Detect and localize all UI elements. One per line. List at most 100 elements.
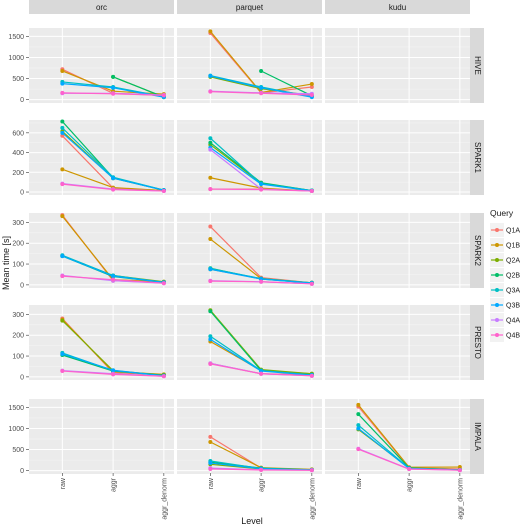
legend-label-Q3B: Q3B [506, 303, 520, 310]
row-strip-label-IMPALA: IMPALA [473, 422, 482, 451]
y-tick-label: 400 [12, 150, 24, 157]
row-strip-HIVE [470, 28, 484, 103]
data-point-Q4B [356, 447, 361, 452]
row-strip-label-SPARK2: SPARK2 [473, 235, 482, 267]
series-line-Q4B [113, 188, 164, 192]
data-point-Q4B [208, 466, 213, 471]
legend: Query Q1A Q1B Q2A Q2B Q3A Q3B Q4A Q4B [490, 208, 520, 342]
series-line-Q2B [357, 413, 410, 469]
series-line-Q3A [210, 335, 262, 372]
series-line-Q4B [261, 92, 312, 96]
data-point-Q3B [259, 85, 264, 90]
series-line-Q3B [260, 87, 312, 98]
data-point-Q4B [309, 373, 314, 378]
data-point-Q1A [60, 133, 65, 138]
data-point-Q3B [356, 426, 361, 431]
legend-label-Q1A: Q1A [506, 228, 520, 235]
series-line-Q3B [261, 370, 312, 376]
column-strip-orc [29, 0, 174, 14]
data-point-Q3B [111, 368, 116, 373]
series-line-Q4B [210, 363, 262, 375]
data-point-Q3B [259, 182, 264, 187]
series-line-Q3B [261, 278, 312, 284]
row-strip-SPARK2 [470, 213, 484, 288]
data-point-Q1B [356, 402, 361, 407]
column-strip-label-parquet: parquet [236, 3, 264, 12]
data-point-Q3A [60, 125, 65, 130]
data-point-Q4B [208, 187, 213, 192]
series-line-Q3B [112, 177, 164, 191]
data-point-Q4B [259, 371, 264, 376]
legend-key-point-Q1B [495, 243, 499, 247]
data-point-Q2B [208, 140, 213, 145]
legend-key-point-Q2B [495, 273, 499, 277]
data-point-Q4B [259, 467, 264, 472]
data-point-Q1B [60, 68, 65, 73]
data-point-Q4B [161, 374, 166, 379]
data-point-Q1B [60, 167, 65, 172]
y-tick-label: 1500 [8, 34, 24, 41]
series-line-Q3B [62, 353, 114, 371]
data-point-Q1B [208, 237, 213, 242]
series-line-Q3B [113, 275, 164, 283]
y-tick-label: 600 [12, 130, 24, 137]
data-point-Q4B [60, 274, 65, 279]
legend-label-Q2A: Q2A [506, 258, 520, 265]
data-point-Q2B [259, 68, 264, 73]
data-point-Q4B [111, 372, 116, 377]
legend-label-Q2B: Q2B [506, 273, 520, 280]
data-point-Q3B [60, 130, 65, 135]
series-line-Q1B [62, 70, 114, 92]
x-tick-label: aggr [259, 477, 266, 492]
data-point-Q1B [208, 175, 213, 180]
series-line-Q1B [209, 30, 262, 93]
data-point-Q4B [457, 468, 462, 473]
series-line-Q1B [210, 441, 262, 469]
column-strip-label-kudu: kudu [389, 3, 406, 12]
data-point-Q3B [208, 74, 213, 79]
series-line-Q4B [261, 373, 312, 377]
x-tick-label: aggr_denorm [161, 478, 168, 520]
data-point-Q4B [309, 468, 314, 473]
data-point-Q3B [208, 267, 213, 272]
series-line-Q3B [210, 75, 262, 89]
row-strip-SPARK1 [470, 120, 484, 195]
row-strip-label-HIVE: HIVE [473, 56, 482, 75]
x-tick-label: aggr_denorm [457, 478, 464, 520]
series-line-Q2A [61, 320, 114, 372]
legend-label-Q1B: Q1B [506, 243, 520, 250]
panel-IMPALA-parquet [177, 399, 322, 474]
data-point-Q4B [161, 189, 166, 194]
series-line-Q1B [261, 83, 312, 94]
data-point-Q2A [60, 318, 65, 323]
series-line-Q2B [112, 76, 165, 98]
panel-SPARK2-parquet [177, 213, 322, 288]
data-point-Q4B [111, 187, 116, 192]
x-tick-label: raw [60, 477, 67, 489]
data-point-Q3B [60, 81, 65, 86]
data-point-Q4B [309, 189, 314, 194]
legend-key-point-Q4B [495, 333, 499, 337]
data-point-Q4B [309, 92, 314, 97]
series-line-Q4B [210, 280, 262, 283]
facet-strips: orc parquet kudu HIVE SPARK1 SPARK2 PRESTO IMPA… [29, 0, 484, 474]
row-strip-label-PRESTO: PRESTO [473, 326, 482, 359]
x-tick-label: aggr [407, 477, 414, 492]
x-tick-label: raw [208, 477, 215, 489]
series-line-Q3B [62, 255, 114, 277]
y-tick-label: 0 [20, 374, 24, 381]
legend-title: Query [490, 208, 514, 218]
facet-panels [29, 28, 470, 474]
column-strip-parquet [177, 0, 322, 14]
y-tick-label: 100 [12, 354, 24, 361]
y-tick-label: 300 [12, 312, 24, 319]
data-point-Q4A [208, 147, 213, 152]
panel-IMPALA-orc [29, 399, 174, 474]
series-line-Q2A [210, 76, 262, 90]
series-line-Q4B [210, 91, 262, 94]
y-tick-label: 0 [20, 282, 24, 289]
series-line-Q3B [209, 147, 262, 185]
y-tick-label: 100 [12, 262, 24, 269]
data-point-Q2B [208, 309, 213, 314]
y-tick-label: 500 [12, 447, 24, 454]
